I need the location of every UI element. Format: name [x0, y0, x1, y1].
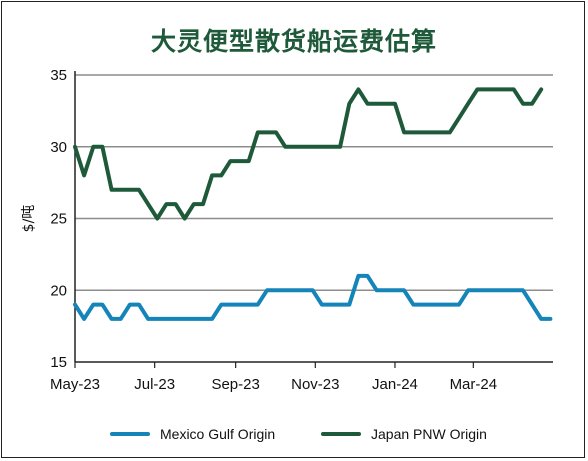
series-line-mexico-gulf	[73, 273, 553, 321]
legend-swatch-japan-pnw	[321, 432, 361, 436]
legend-label-japan-pnw: Japan PNW Origin	[371, 426, 487, 442]
y-tick-label: 35	[50, 67, 67, 84]
x-tick-label: Jul-23	[134, 376, 175, 393]
y-tick-label: 15	[50, 354, 67, 371]
y-axis-title: $/吨	[21, 205, 37, 233]
legend-swatch-mexico-gulf	[110, 432, 150, 436]
series-lines	[73, 87, 553, 321]
y-tick-label: 20	[50, 282, 67, 299]
chart-legend: Mexico Gulf Origin Japan PNW Origin	[0, 424, 588, 444]
legend-item-japan-pnw: Japan PNW Origin	[321, 424, 487, 444]
x-tick-label: Jan-24	[372, 376, 418, 393]
x-tick-label: May-23	[50, 376, 100, 393]
x-tick-label: Nov-23	[291, 376, 339, 393]
legend-item-mexico-gulf: Mexico Gulf Origin	[110, 424, 275, 444]
axes: 15 20 25 30 35 May-23 Jul-23 Sep-23 Nov-23 Jan-24…	[50, 67, 553, 393]
chart-title: 大灵便型散货船运费估算	[150, 27, 437, 56]
y-tick-label: 25	[50, 211, 67, 228]
gridlines	[75, 74, 553, 291]
legend-label-mexico-gulf: Mexico Gulf Origin	[160, 426, 276, 442]
series-line-japan-pnw	[73, 87, 544, 221]
x-tick-label: Sep-23	[211, 376, 259, 393]
x-tick-label: Mar-24	[450, 376, 498, 393]
y-tick-label: 30	[50, 139, 67, 156]
